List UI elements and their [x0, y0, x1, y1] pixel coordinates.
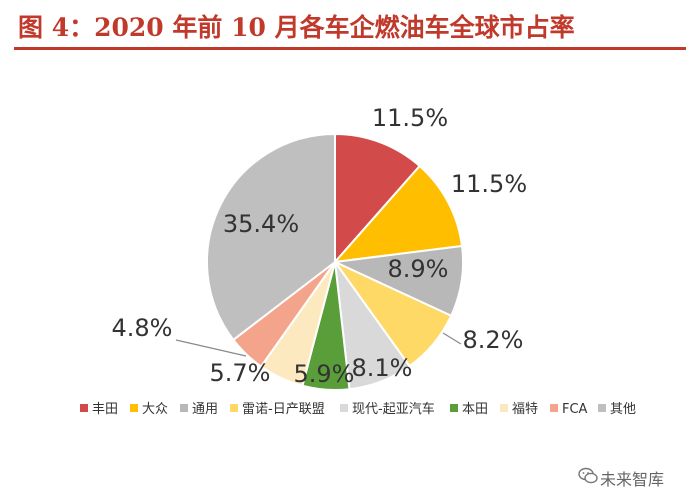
slice-label: 4.8%	[112, 314, 173, 342]
title-rule	[14, 47, 686, 50]
slice-label: 11.5%	[451, 170, 527, 198]
legend-swatch	[230, 404, 238, 412]
slice-labels: 11.5% 11.5% 8.9% 8.2% 8.1%5.9% 5.7% 4.8% 35.4%	[112, 104, 528, 388]
leader-line	[175, 339, 247, 357]
watermark: 未来智库	[600, 470, 665, 489]
legend-label: 福特	[512, 402, 538, 417]
slice-label: 8.2%	[463, 326, 524, 354]
legend-label: 丰田	[92, 402, 118, 417]
legend-swatch	[340, 404, 348, 412]
slice-label: 8.9%	[388, 255, 449, 283]
slice-label: 5.9%	[294, 360, 355, 388]
slice-label: 8.1%	[352, 354, 413, 382]
pie-slice-9	[206, 132, 336, 342]
legend: 丰田 大众 通用 雷诺-日产联盟 现代-起亚汽车 本田 福特 FCA 其他	[80, 401, 636, 417]
chart-title: 图 4：2020 年前 10 月各车企燃油车全球市占率	[18, 13, 575, 42]
legend-swatch	[598, 404, 606, 412]
slice-label: 5.7%	[210, 359, 271, 387]
legend-swatch	[130, 404, 138, 412]
pie-slice-1	[334, 132, 422, 265]
legend-swatch	[450, 404, 458, 412]
legend-label: 其他	[610, 402, 636, 417]
pie-slices	[206, 132, 464, 391]
legend-label: 通用	[192, 402, 218, 417]
legend-swatch	[80, 404, 88, 412]
legend-label: 雷诺-日产联盟	[242, 402, 325, 417]
slice-label: 35.4%	[223, 210, 299, 238]
title-bar: 图 4：2020 年前 10 月各车企燃油车全球市占率	[0, 0, 700, 52]
legend-label: FCA	[562, 402, 588, 417]
legend-label: 本田	[462, 402, 488, 417]
legend-swatch	[180, 404, 188, 412]
legend-swatch	[550, 404, 558, 412]
legend-label: 大众	[142, 402, 168, 417]
pie-slice-2	[332, 164, 464, 264]
leader-line	[442, 332, 462, 345]
legend-label: 现代-起亚汽车	[352, 401, 435, 417]
legend-swatch	[500, 404, 508, 412]
wechat-icon	[578, 467, 598, 484]
slice-label: 11.5%	[372, 104, 448, 132]
